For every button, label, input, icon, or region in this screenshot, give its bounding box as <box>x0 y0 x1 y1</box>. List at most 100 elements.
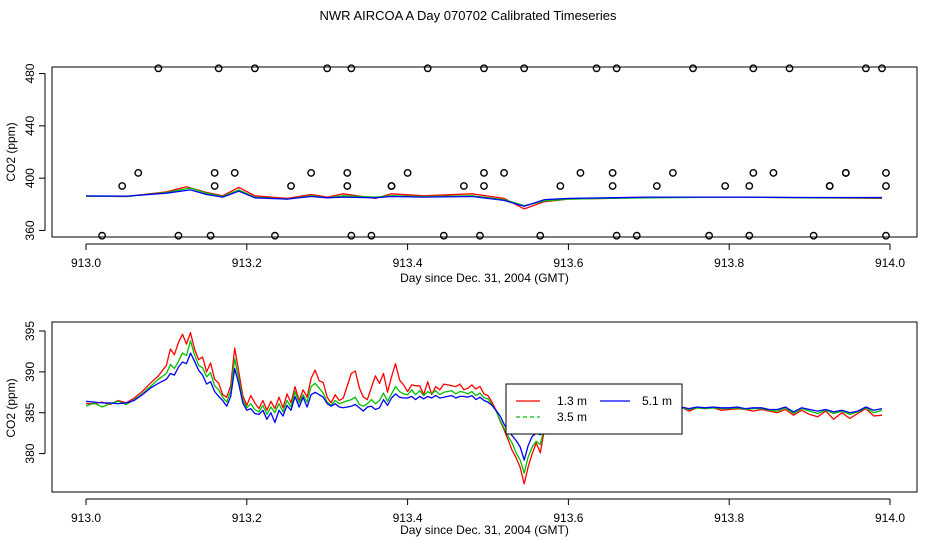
y-axis-bottom: 380 385 390 395 <box>23 321 46 464</box>
outlier-point <box>206 231 215 240</box>
series-lines-bottom <box>85 331 883 485</box>
x-axis-label-top: Day since Dec. 31, 2004 (GMT) <box>400 271 569 285</box>
outlier-point <box>500 169 508 177</box>
plot-frame-bottom <box>51 321 918 493</box>
y-tick-label-bottom: 395 <box>23 321 37 341</box>
y-tick-label-top: 480 <box>23 63 37 83</box>
chart-panel-bottom: 913.0 913.2 913.4 913.6 913.8 914.0 380 385 390… <box>4 321 918 537</box>
outlier-point <box>861 64 870 73</box>
outlier-point <box>307 169 316 177</box>
outlier-point <box>841 169 850 177</box>
legend-box <box>505 383 683 435</box>
outlier-point <box>403 169 412 177</box>
outlier-point <box>669 169 677 177</box>
legend: 1.3 m 3.5 m 5.1 m <box>505 383 683 435</box>
page-title: NWR AIRCOA A Day 070702 Calibrated Times… <box>319 8 617 23</box>
y-tick-label-bottom: 385 <box>23 402 37 422</box>
y-axis-top: 360 400 440 480 <box>23 63 46 240</box>
outlier-point <box>769 169 778 177</box>
x-tick-label-bottom: 913.0 <box>71 511 101 525</box>
outlier-point <box>214 64 223 73</box>
outlier-point <box>749 169 758 177</box>
outlier-point <box>878 64 886 73</box>
x-tick-label-top: 913.2 <box>232 256 262 270</box>
outlier-point <box>705 231 713 240</box>
x-tick-label-top: 913.4 <box>393 256 423 270</box>
x-tick-label-bottom: 913.8 <box>714 511 744 525</box>
y-axis-label-top: CO2 (ppm) <box>4 122 18 181</box>
chart-panel-top: 913.0 913.2 913.4 913.6 913.8 914.0 360 400 440… <box>4 63 918 285</box>
outlier-point <box>367 231 376 240</box>
outlier-point <box>423 64 432 73</box>
outlier-point <box>536 231 545 240</box>
outlier-point <box>652 182 661 190</box>
outlier-point <box>210 169 219 177</box>
x-tick-label-top: 914.0 <box>875 256 905 270</box>
y-tick-label-top: 440 <box>23 116 37 136</box>
outlier-point <box>556 182 565 190</box>
x-tick-label-bottom: 913.2 <box>232 511 262 525</box>
y-tick-label-top: 400 <box>23 168 37 188</box>
outlier-point <box>459 182 468 190</box>
outlier-point <box>785 64 794 73</box>
outlier-point <box>387 182 396 190</box>
y-axis-label-bottom: CO2 (ppm) <box>4 378 18 437</box>
x-axis-bottom: 913.0 913.2 913.4 913.6 913.8 914.0 <box>71 498 905 525</box>
outlier-point <box>118 182 127 190</box>
legend-label-1-3m: 1.3 m <box>557 394 587 408</box>
outlier-point <box>608 169 617 177</box>
outlier-point <box>480 64 488 73</box>
outlier-point <box>689 64 697 73</box>
outlier-point <box>174 231 183 240</box>
x-tick-label-bottom: 914.0 <box>875 511 905 525</box>
x-axis-top: 913.0 913.2 913.4 913.6 913.8 914.0 <box>71 243 905 270</box>
x-tick-label-bottom: 913.4 <box>393 511 423 525</box>
outlier-point <box>749 64 758 73</box>
outlier-point <box>271 231 279 240</box>
x-tick-label-top: 913.0 <box>71 256 101 270</box>
outlier-point <box>592 64 601 73</box>
x-tick-label-bottom: 913.6 <box>553 511 583 525</box>
series-line-5-1-m-bottom <box>85 352 883 461</box>
outlier-point <box>154 64 163 73</box>
outlier-point <box>250 64 259 73</box>
x-axis-label-bottom: Day since Dec. 31, 2004 (GMT) <box>400 523 569 537</box>
outlier-point <box>882 169 890 177</box>
series-line-3-5-m-bottom <box>85 340 883 474</box>
outlier-point <box>745 231 754 240</box>
outlier-point <box>825 182 834 190</box>
outlier-point <box>612 64 621 73</box>
legend-label-5-1m: 5.1 m <box>642 394 672 408</box>
legend-label-3-5m: 3.5 m <box>557 410 587 424</box>
outlier-point <box>632 231 641 240</box>
x-tick-label-top: 913.8 <box>714 256 744 270</box>
outlier-point <box>287 182 295 190</box>
outlier-point <box>882 231 890 240</box>
outlier-point <box>721 182 730 190</box>
outlier-point <box>323 64 332 73</box>
outlier-point <box>745 182 754 190</box>
outlier-point <box>347 64 356 73</box>
outlier-point <box>134 169 143 177</box>
outlier-point <box>882 182 890 190</box>
series-lines-top <box>85 186 883 210</box>
y-tick-label-bottom: 380 <box>23 443 37 463</box>
outlier-point <box>576 169 585 177</box>
outlier-point <box>480 182 488 190</box>
outlier-point <box>476 231 484 240</box>
y-tick-label-bottom: 390 <box>23 362 37 382</box>
outlier-point <box>439 231 448 240</box>
outlier-point <box>480 169 488 177</box>
outlier-point <box>210 182 219 190</box>
series-line-5-1-m-top <box>85 189 882 207</box>
outlier-point <box>520 64 529 73</box>
y-tick-label-top: 360 <box>23 220 37 240</box>
outlier-point <box>347 231 356 240</box>
outlier-point <box>612 231 621 240</box>
outlier-point <box>343 182 352 190</box>
plot-frame-top <box>51 66 918 238</box>
x-tick-label-top: 913.6 <box>553 256 583 270</box>
outlier-point <box>608 182 617 190</box>
outlier-point <box>343 169 352 177</box>
